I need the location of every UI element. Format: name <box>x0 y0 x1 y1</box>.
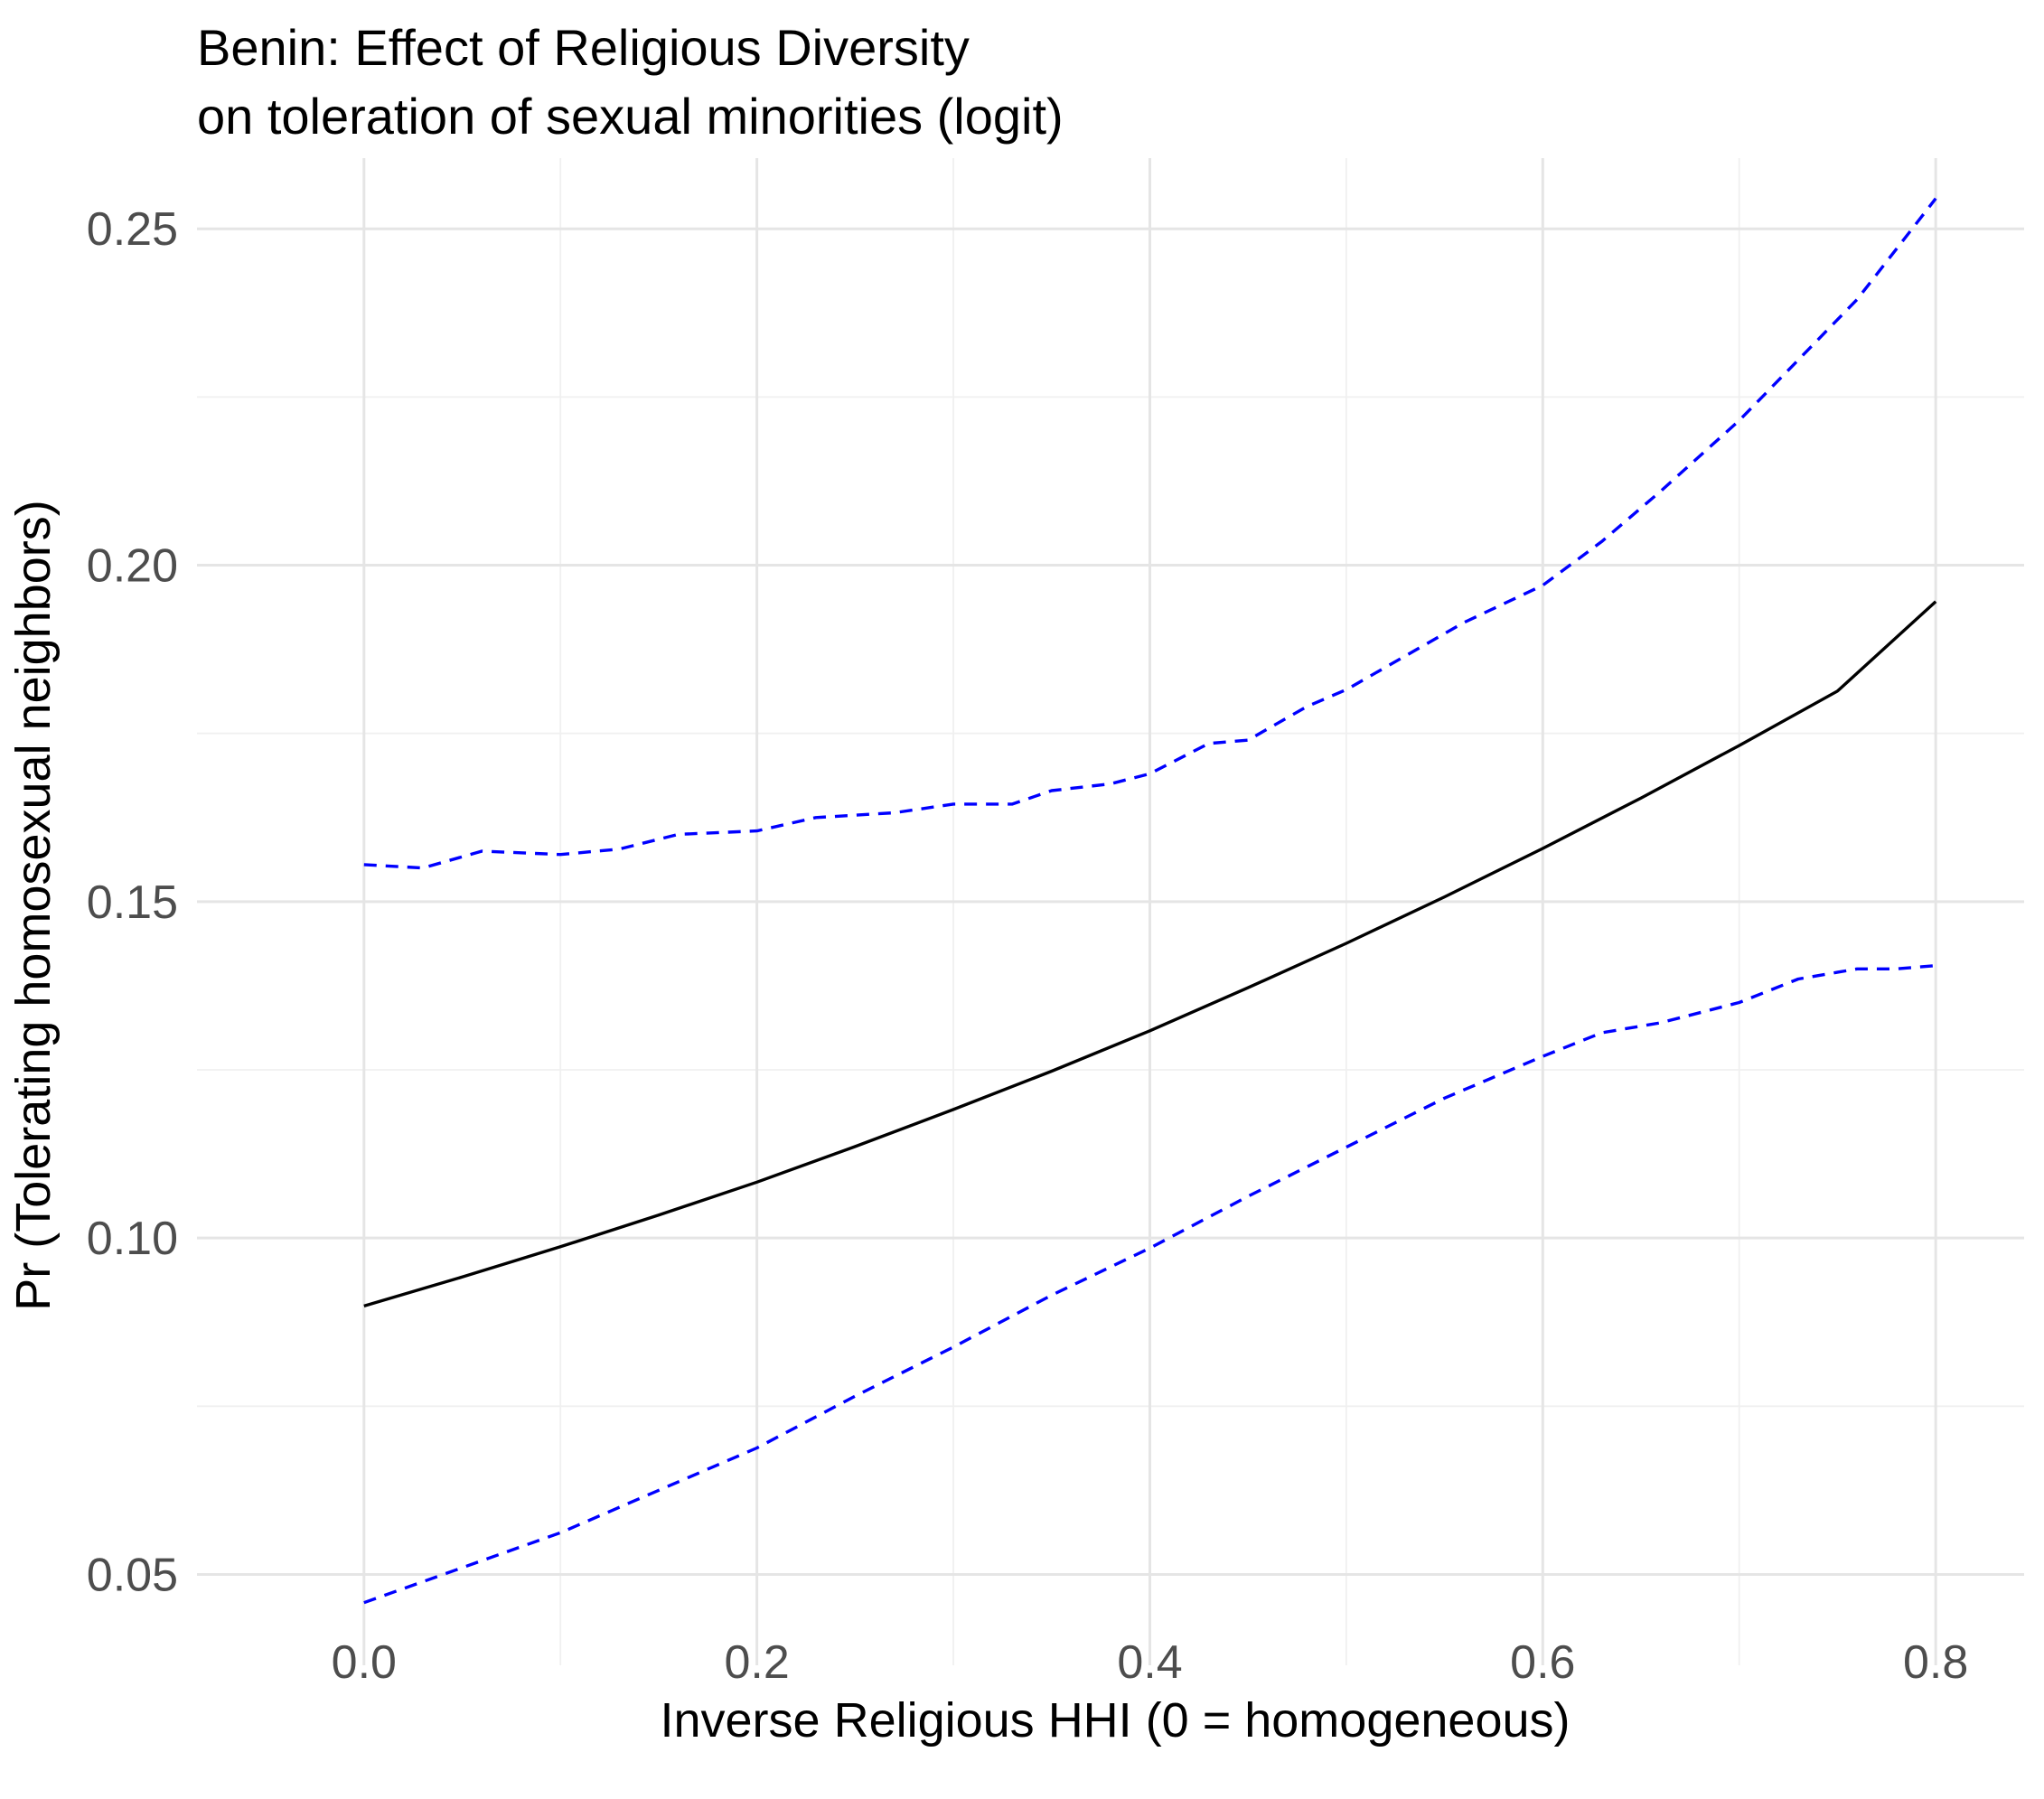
estimate-line <box>363 600 1937 1308</box>
x-tick-label: 0.8 <box>1903 1636 1968 1689</box>
y-tick-label: 0.25 <box>87 203 178 256</box>
x-tick-label: 0.0 <box>332 1636 397 1689</box>
grid-layer <box>197 158 2024 1665</box>
lower-ci-line <box>363 963 1936 1605</box>
y-tick-label: 0.20 <box>87 540 178 593</box>
chart-subtitle: on toleration of sexual minorities (logi… <box>197 88 1064 145</box>
y-tick-label: 0.10 <box>87 1213 178 1265</box>
y-tick-label: 0.05 <box>87 1549 178 1601</box>
x-tick-label: 0.2 <box>724 1636 789 1689</box>
axis-layer: Benin: Effect of Religious Diversity on … <box>6 19 1968 1747</box>
chart-title: Benin: Effect of Religious Diversity <box>197 19 970 76</box>
y-axis-label: Pr (Tolerating homosexual neighbors) <box>6 500 61 1310</box>
y-tick-label: 0.15 <box>87 876 178 929</box>
x-tick-label: 0.4 <box>1117 1636 1182 1689</box>
series-layer <box>363 197 1937 1605</box>
x-axis-label: Inverse Religious HHI (0 = homogeneous) <box>660 1693 1570 1747</box>
x-tick-label: 0.6 <box>1510 1636 1575 1689</box>
